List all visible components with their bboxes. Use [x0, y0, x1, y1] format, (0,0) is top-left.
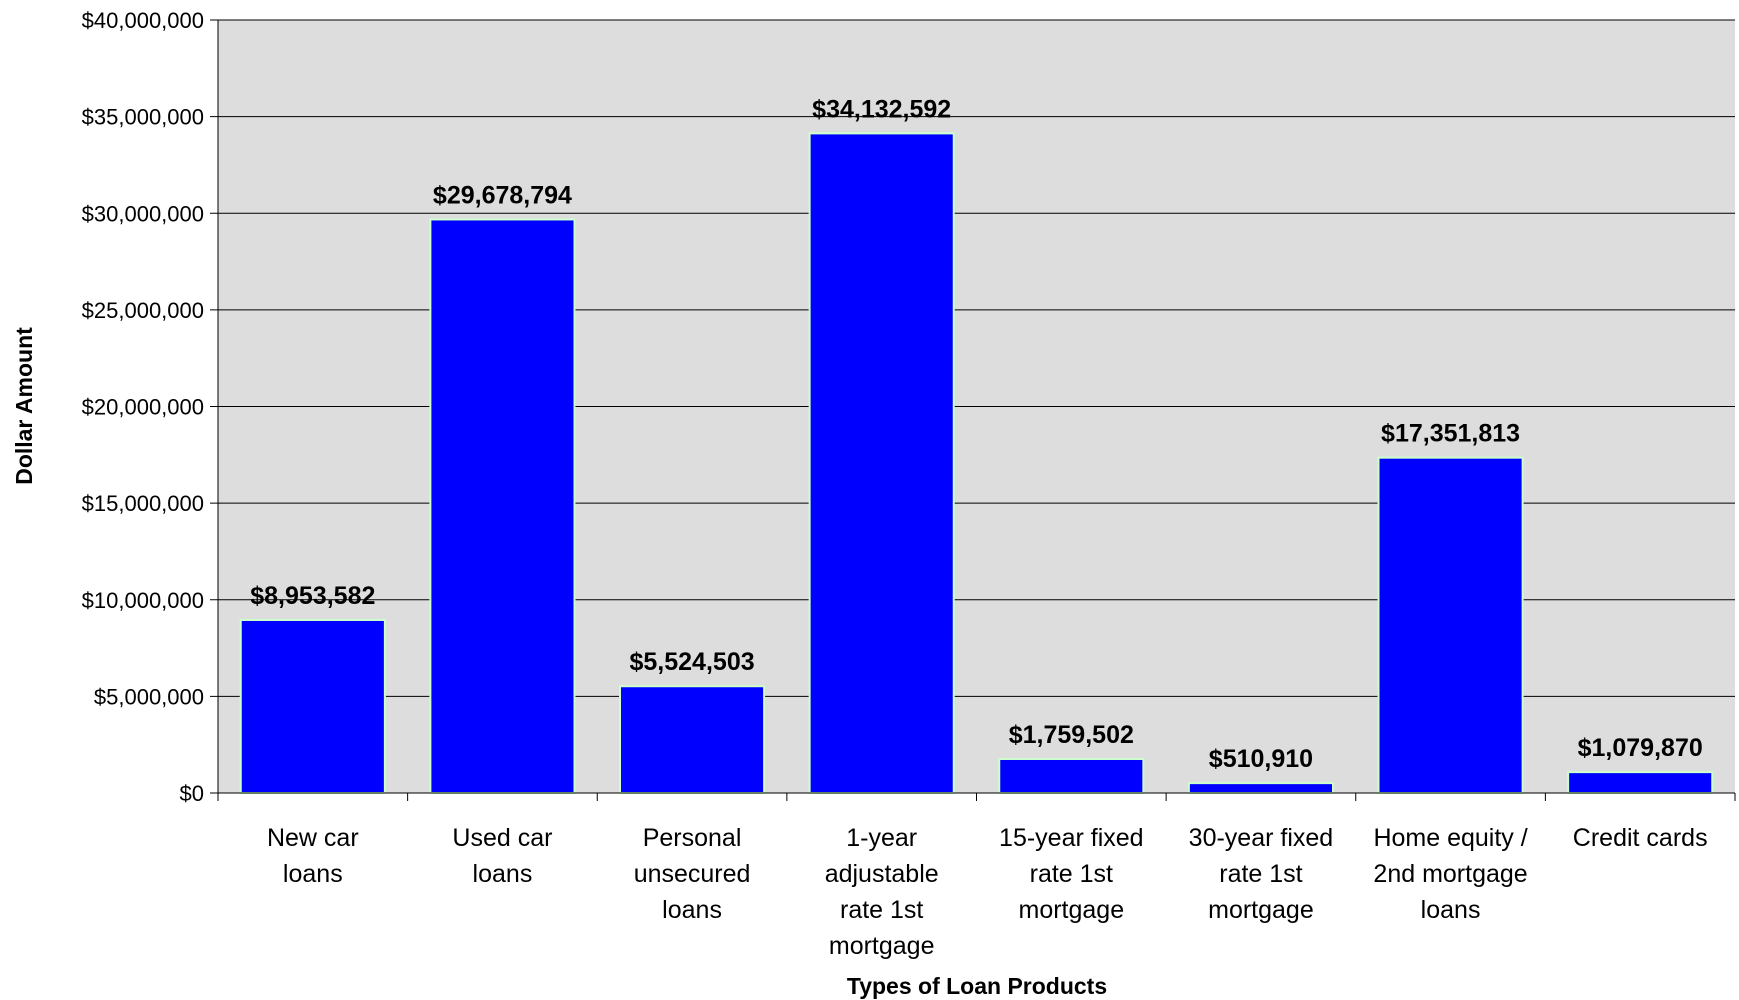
- data-label: $1,759,502: [1009, 721, 1134, 749]
- category-label: Used car loans: [452, 824, 552, 888]
- y-tick-label: $35,000,000: [82, 105, 204, 130]
- x-axis-title: Types of Loan Products: [847, 973, 1107, 999]
- y-axis-title: Dollar Amount: [11, 327, 37, 485]
- bar: [619, 685, 766, 794]
- category-label: 1-year adjustable rate 1st mortgage: [825, 824, 939, 960]
- data-label: $29,678,794: [433, 181, 572, 209]
- data-label: $5,524,503: [630, 648, 755, 676]
- category-label: 15-year fixed rate 1st mortgage: [999, 824, 1144, 924]
- y-tick-label: $15,000,000: [82, 491, 204, 516]
- bar: [1187, 782, 1334, 794]
- bar: [1377, 456, 1524, 794]
- data-label: $1,079,870: [1578, 734, 1703, 762]
- category-label: Personal unsecured loans: [634, 824, 751, 924]
- data-label: $34,132,592: [812, 95, 951, 123]
- bars: $8,953,582 $29,678,794 $5,524,503 $34,132,5…: [239, 95, 1714, 795]
- category-label: 30-year fixed rate 1st mortgage: [1189, 824, 1334, 924]
- y-tick-label: $30,000,000: [82, 201, 204, 226]
- bar: [998, 757, 1145, 794]
- y-tick-label: $10,000,000: [82, 588, 204, 613]
- y-axis-ticks: $0 $5,000,000 $10,000,000 $15,000,000 $20,00…: [82, 8, 218, 806]
- y-tick-label: $5,000,000: [94, 684, 204, 709]
- bar: [1567, 771, 1714, 795]
- bar: [429, 218, 576, 794]
- category-label: Credit cards: [1573, 824, 1708, 852]
- y-tick-label: $20,000,000: [82, 395, 204, 420]
- x-axis-ticks: New car loans Used car loans Personal unsecur…: [217, 793, 1736, 960]
- y-tick-label: $40,000,000: [82, 8, 204, 33]
- y-tick-label: $0: [180, 781, 204, 806]
- category-label: Home equity /2nd mortgage loans: [1373, 824, 1527, 924]
- y-tick-label: $25,000,000: [82, 298, 204, 323]
- data-label: $8,953,582: [250, 582, 375, 610]
- bar: [239, 618, 386, 795]
- bar: [808, 132, 955, 795]
- data-label: $17,351,813: [1381, 420, 1520, 448]
- category-label: New car loans: [267, 824, 359, 888]
- data-label: $510,910: [1209, 745, 1313, 773]
